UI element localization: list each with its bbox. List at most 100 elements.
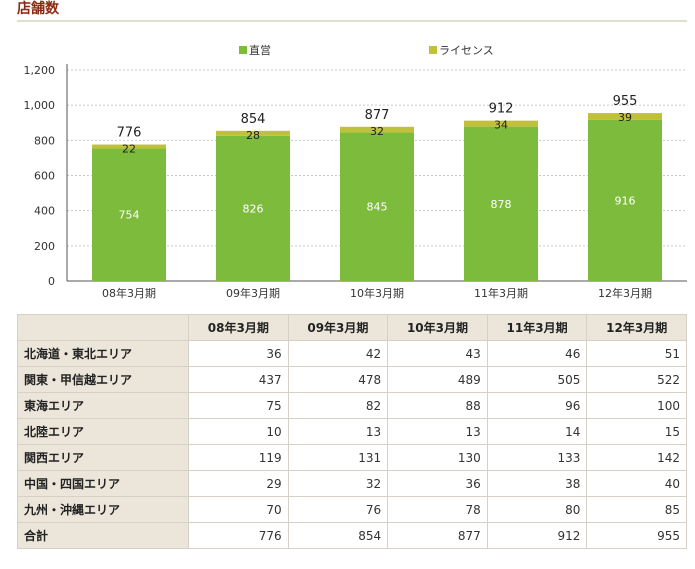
table-cell: 70 xyxy=(188,496,289,523)
table-row: 九州・沖縄エリア 70 76 78 80 85 xyxy=(17,496,687,523)
table-cell: 15 xyxy=(586,418,687,445)
table-cell: 76 xyxy=(287,496,389,523)
table-header-cell: 11年3月期 xyxy=(486,314,588,341)
table-cell: 437 xyxy=(188,366,289,393)
y-tick-label: 0 xyxy=(48,275,55,288)
page-title: 店舗数 xyxy=(17,1,59,17)
bar-value-label-direct: 845 xyxy=(367,201,388,214)
table-cell: 51 xyxy=(586,340,687,367)
bar-direct xyxy=(92,148,166,281)
table-row: 中国・四国エリア 29 32 36 38 40 xyxy=(17,470,687,497)
bar-license xyxy=(588,113,662,120)
table-cell: 96 xyxy=(486,392,588,419)
table-cell: 40 xyxy=(586,470,687,497)
store-count-chart: 0 200 400 600 800 1,000 1,200 直営 ライセンス 754 22 776 08… xyxy=(17,37,689,307)
bar-license xyxy=(216,130,290,136)
y-tick-label: 600 xyxy=(34,170,55,183)
bar-total-label: 912 xyxy=(489,102,514,117)
table-cell: 78 xyxy=(387,496,488,523)
row-label: 九州・沖縄エリア xyxy=(17,496,189,523)
legend-label: ライセンス xyxy=(439,44,494,57)
x-tick-label: 08年3月期 xyxy=(102,286,156,300)
table-cell: 85 xyxy=(586,496,687,523)
table-cell: 131 xyxy=(287,444,389,471)
table-cell: 14 xyxy=(486,418,588,445)
bar-total-label: 877 xyxy=(365,108,390,123)
title-divider xyxy=(17,20,687,22)
x-tick-label: 12年3月期 xyxy=(598,286,652,300)
bar-value-label-direct: 916 xyxy=(615,194,636,207)
row-label: 東海エリア xyxy=(17,392,189,419)
row-label: 北海道・東北エリア xyxy=(17,340,189,367)
table-cell: 478 xyxy=(287,366,389,393)
y-tick-label: 400 xyxy=(34,205,55,218)
table-cell: 88 xyxy=(387,392,488,419)
bar-value-label-direct: 826 xyxy=(243,202,264,215)
table-cell: 10 xyxy=(188,418,289,445)
legend-swatch xyxy=(429,46,437,54)
table-cell: 32 xyxy=(287,470,389,497)
table-cell: 100 xyxy=(586,392,687,419)
table-row: 北海道・東北エリア 36 42 43 46 51 xyxy=(17,340,687,367)
row-label: 関東・甲信越エリア xyxy=(17,366,189,393)
bar-value-label-direct: 878 xyxy=(491,198,512,211)
table-cell: 82 xyxy=(287,392,389,419)
row-label: 合計 xyxy=(17,522,189,549)
table-cell: 133 xyxy=(486,444,588,471)
chart-svg: 0 200 400 600 800 1,000 1,200 直営 ライセンス 754 22 776 08… xyxy=(24,43,687,300)
table-row: 北陸エリア 10 13 13 14 15 xyxy=(17,418,687,445)
table-header-row: 08年3月期 09年3月期 10年3月期 11年3月期 12年3月期 xyxy=(17,314,687,341)
table-cell: 13 xyxy=(287,418,389,445)
table-row: 関東・甲信越エリア 437 478 489 505 522 xyxy=(17,366,687,393)
table-cell: 854 xyxy=(287,522,389,549)
bar-license xyxy=(92,144,166,149)
table-header-cell: 12年3月期 xyxy=(586,314,687,341)
table-cell: 912 xyxy=(486,522,588,549)
bar-value-label-license: 32 xyxy=(370,125,384,138)
row-label: 中国・四国エリア xyxy=(17,470,189,497)
table-cell: 80 xyxy=(486,496,588,523)
x-tick-label: 11年3月期 xyxy=(474,286,528,300)
y-tick-label: 1,000 xyxy=(24,99,56,112)
table-header-cell: 10年3月期 xyxy=(387,314,488,341)
bar-value-label-direct: 754 xyxy=(119,209,140,222)
table-header-cell: 09年3月期 xyxy=(287,314,389,341)
y-tick-label: 200 xyxy=(34,240,55,253)
table-cell: 42 xyxy=(287,340,389,367)
table-cell: 46 xyxy=(486,340,588,367)
y-tick-label: 1,200 xyxy=(24,64,56,77)
table-header-corner xyxy=(17,314,189,341)
x-tick-label: 09年3月期 xyxy=(226,286,280,300)
table-cell: 119 xyxy=(188,444,289,471)
table-row: 東海エリア 75 82 88 96 100 xyxy=(17,392,687,419)
bar-value-label-license: 39 xyxy=(618,111,632,124)
table-cell: 142 xyxy=(586,444,687,471)
table-cell: 38 xyxy=(486,470,588,497)
bar-total-label: 854 xyxy=(241,112,266,127)
bar-direct xyxy=(216,135,290,281)
table-cell: 130 xyxy=(387,444,488,471)
row-label: 北陸エリア xyxy=(17,418,189,445)
y-tick-label: 800 xyxy=(34,134,55,147)
bar-direct xyxy=(464,126,538,281)
table-cell: 13 xyxy=(387,418,488,445)
bar-license xyxy=(464,120,538,127)
bar-license xyxy=(340,126,414,133)
table-cell: 36 xyxy=(188,340,289,367)
table-header-cell: 08年3月期 xyxy=(188,314,289,341)
table-cell: 877 xyxy=(387,522,488,549)
table-cell: 955 xyxy=(586,522,687,549)
table-cell: 505 xyxy=(486,366,588,393)
bar-total-label: 776 xyxy=(117,126,142,141)
legend-label: 直営 xyxy=(249,43,271,57)
bar-value-label-license: 28 xyxy=(246,129,260,142)
table-row: 合計 776 854 877 912 955 xyxy=(17,522,687,549)
table-cell: 489 xyxy=(387,366,488,393)
row-label: 関西エリア xyxy=(17,444,189,471)
bar-value-label-license: 34 xyxy=(494,119,508,132)
table-row: 関西エリア 119 131 130 133 142 xyxy=(17,444,687,471)
bar-value-label-license: 22 xyxy=(122,143,136,156)
bar-direct xyxy=(588,119,662,281)
bar-total-label: 955 xyxy=(613,94,638,109)
table-cell: 522 xyxy=(586,366,687,393)
